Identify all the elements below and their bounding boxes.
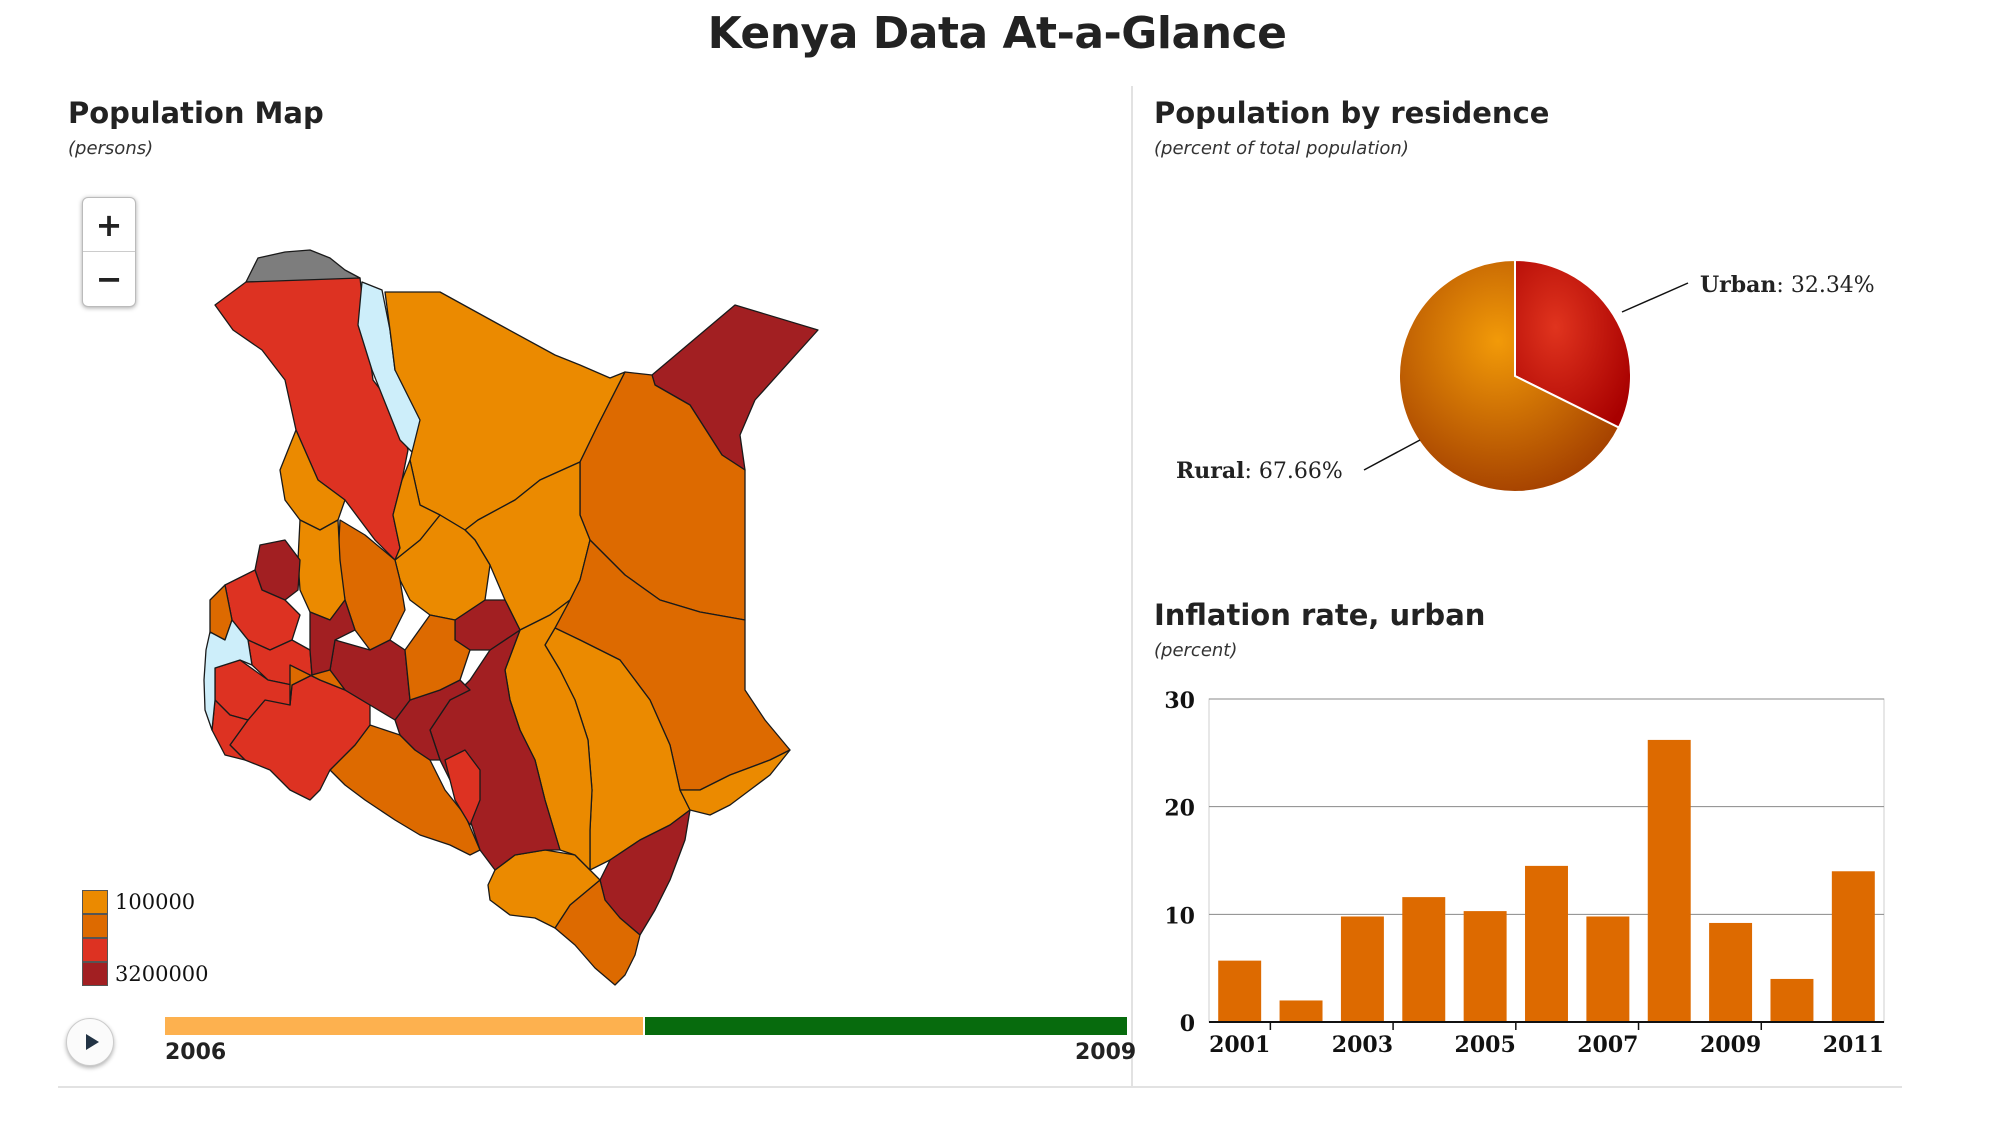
map-region-lamu[interactable] [679,749,791,816]
play-button[interactable] [66,1018,114,1066]
residence-panel-subtitle: (percent of total population) [1154,138,1409,159]
map-panel-title: Population Map [68,96,324,130]
urban-label-value: : 32.34% [1776,273,1875,298]
rural-label-name: Rural [1176,458,1245,484]
residence-pie-chart [1363,258,1689,493]
timeline-elapsed[interactable] [165,1017,643,1035]
bar-2007[interactable] [1586,916,1630,1022]
bar-2002[interactable] [1279,1000,1323,1022]
x-tick-label: 2001 [1209,1032,1270,1058]
pie-leader-urban [1621,282,1689,313]
x-tick-label: 2003 [1332,1032,1393,1058]
y-tick-label: 30 [1164,688,1195,714]
y-tick-label: 10 [1164,903,1195,929]
inflation-panel-title: Inflation rate, urban [1154,598,1486,632]
zoom-out-button[interactable]: − [95,259,123,298]
legend-swatch-4 [82,962,108,986]
bar-2005[interactable] [1463,911,1507,1022]
map-region-machakos[interactable] [444,749,481,826]
map-region-nyeri[interactable] [404,614,471,701]
inflation-bar-chart: 0 10 20 30 2001 2003 2005 2007 2009 2011 [1164,688,1885,1058]
timeline-remaining[interactable] [645,1017,1127,1035]
map-region-kericho[interactable] [309,599,356,676]
x-tick-label: 2009 [1700,1032,1761,1058]
inflation-panel-subtitle: (percent) [1154,640,1238,661]
x-tick-label: 2011 [1823,1032,1884,1058]
zoom-in-button[interactable]: + [83,198,135,252]
x-tick-label: 2005 [1455,1032,1516,1058]
pie-label-rural: Rural: 67.66% [1176,458,1343,484]
bar-2009[interactable] [1709,922,1753,1022]
map-legend [82,890,108,986]
bar-2001[interactable] [1218,960,1262,1022]
horizontal-divider [58,1086,1902,1088]
map-panel-subtitle: (persons) [68,138,154,159]
timeline-end-label: 2009 [1075,1040,1137,1065]
legend-swatch-3 [82,938,108,962]
map-lake-victoria[interactable] [203,619,253,731]
residence-panel-title: Population by residence [1154,96,1550,130]
bar-2004[interactable] [1402,897,1446,1022]
y-tick-label: 20 [1164,796,1195,822]
pie-label-urban: Urban: 32.34% [1700,272,1875,298]
play-icon [85,1034,99,1050]
rural-label-value: : 67.66% [1244,459,1343,484]
pie-slice-rural[interactable] [1398,258,1621,493]
page-title: Kenya Data At-a-Glance [707,8,1287,59]
map-region-kisii[interactable] [289,664,346,706]
pie-leader-rural [1363,439,1421,471]
bar-2011[interactable] [1831,871,1875,1022]
bar-2010[interactable] [1770,978,1814,1022]
legend-label-min: 100000 [115,890,196,914]
legend-label-max: 3200000 [115,962,209,986]
y-tick-label: 0 [1180,1011,1195,1037]
x-tick-label: 2007 [1577,1032,1638,1058]
bar-2008[interactable] [1647,739,1691,1022]
pie-slice-urban[interactable] [1514,258,1632,429]
map-region-migori[interactable] [211,699,249,761]
timeline-start-label: 2006 [165,1040,227,1065]
vertical-divider [1131,86,1133,1086]
map-zoom-control: + − [82,197,136,307]
bar-2006[interactable] [1525,865,1568,1022]
legend-swatch-1 [82,890,108,914]
bar-2003[interactable] [1340,916,1384,1022]
legend-swatch-2 [82,914,108,938]
urban-label-name: Urban [1700,272,1777,298]
